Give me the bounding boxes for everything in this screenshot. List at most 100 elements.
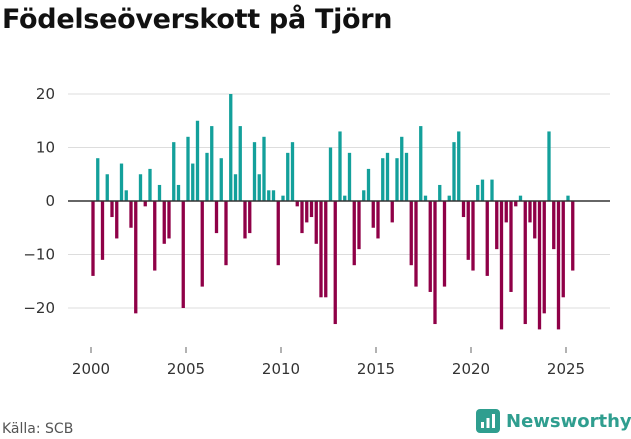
bar — [115, 201, 119, 239]
bar — [523, 201, 527, 325]
bar — [400, 136, 404, 201]
bar — [338, 131, 342, 201]
chart-title: Födelseöverskott på Tjörn — [2, 4, 393, 35]
bar — [485, 201, 489, 276]
bar — [476, 184, 480, 201]
bar — [243, 201, 247, 239]
bar — [143, 201, 147, 207]
bar — [409, 201, 413, 266]
bar — [129, 201, 133, 228]
bar — [504, 201, 508, 223]
bar — [390, 201, 394, 223]
bar — [181, 201, 185, 308]
bar — [395, 158, 399, 201]
bar — [466, 201, 470, 260]
x-tick-label: 2020 — [452, 360, 490, 378]
bar — [281, 195, 285, 201]
bar — [414, 201, 418, 287]
x-tick-label: 2000 — [72, 360, 110, 378]
bar — [537, 201, 542, 330]
bar — [271, 190, 276, 201]
bar — [328, 147, 333, 201]
bar — [124, 190, 128, 201]
bar — [257, 174, 261, 201]
bar — [566, 195, 570, 201]
bar — [252, 142, 257, 201]
bar — [162, 201, 166, 244]
source-note: Källa: SCB — [2, 421, 74, 437]
bar — [134, 201, 138, 314]
bar — [447, 195, 451, 201]
bar — [461, 201, 466, 218]
bar — [224, 201, 228, 266]
x-tick-label: 2015 — [357, 360, 395, 378]
bar — [314, 201, 318, 244]
bar — [495, 201, 499, 250]
bar — [186, 136, 190, 201]
bar — [195, 120, 200, 201]
bar — [110, 201, 114, 218]
bar — [295, 201, 299, 207]
bar — [267, 190, 271, 201]
bar — [533, 201, 537, 239]
bar — [352, 201, 356, 266]
bar — [119, 163, 124, 201]
bar — [556, 201, 561, 330]
bar — [371, 201, 375, 228]
bar — [509, 201, 513, 292]
bar — [214, 201, 219, 234]
brand-name: Newsworthy — [506, 410, 631, 432]
bars — [91, 94, 575, 330]
bar — [286, 152, 290, 201]
bar — [148, 168, 152, 201]
bar — [347, 152, 352, 201]
x-tick-label: 2025 — [547, 360, 585, 378]
newsworthy-logo-icon — [476, 409, 500, 433]
bar — [157, 184, 162, 201]
bar — [571, 201, 575, 271]
x-tick-label: 2005 — [167, 360, 205, 378]
bar — [176, 184, 181, 201]
bar — [419, 126, 423, 201]
bar — [167, 201, 171, 239]
bar — [262, 136, 266, 201]
bar — [547, 131, 551, 201]
bar — [153, 201, 157, 271]
bar — [238, 126, 242, 201]
y-tick-label: −10 — [23, 246, 55, 264]
bar — [433, 201, 437, 325]
bar — [324, 201, 328, 298]
bar — [480, 179, 485, 201]
bar — [528, 201, 532, 223]
bar — [200, 201, 204, 287]
bar — [233, 174, 238, 201]
bar — [518, 195, 523, 201]
brand-logo[interactable]: Newsworthy — [476, 409, 631, 433]
bar — [343, 195, 347, 201]
bar — [191, 163, 195, 201]
bar — [100, 201, 105, 260]
bar — [319, 201, 323, 298]
bar — [423, 195, 428, 201]
bar — [376, 201, 380, 239]
bar — [452, 142, 456, 201]
bar — [248, 201, 252, 234]
bar — [366, 168, 371, 201]
bar — [229, 94, 233, 201]
y-tick-label: −20 — [23, 299, 55, 317]
bar — [499, 201, 504, 330]
bar — [91, 201, 95, 276]
y-axis: 20 10 0 −10 −20 — [23, 85, 55, 317]
bar — [300, 201, 304, 234]
x-axis: 2000 2005 2010 2015 2020 2025 — [72, 347, 585, 378]
bar — [514, 201, 518, 207]
bar — [205, 152, 209, 201]
bar — [362, 190, 366, 201]
bar — [210, 126, 214, 201]
bar — [309, 201, 314, 218]
bar — [96, 158, 100, 201]
bar — [442, 201, 447, 287]
bar — [357, 201, 361, 250]
bar — [490, 179, 494, 201]
